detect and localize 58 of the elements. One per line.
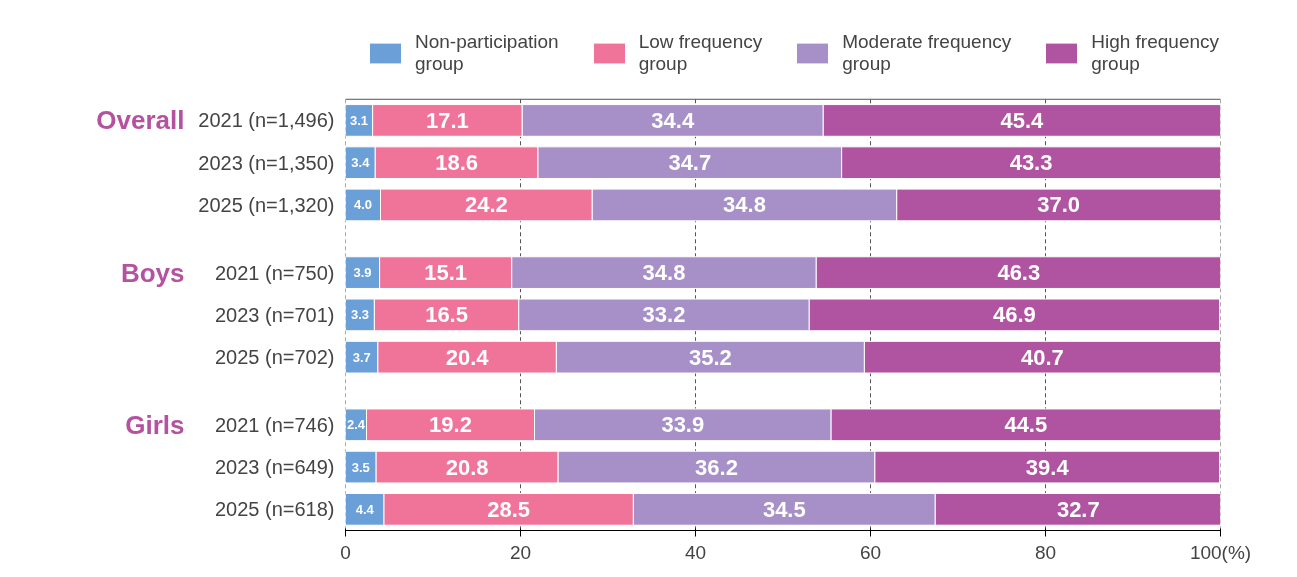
y-tick-label: 2025 (n=1,320) (198, 193, 335, 216)
data-label: 33.9 (661, 412, 705, 438)
y-tick-label: 2021 (n=746) (214, 413, 335, 436)
data-label: 32.7 (1056, 496, 1100, 522)
data-label: 34.4 (651, 107, 695, 133)
x-tick-label: 80 (1034, 541, 1057, 563)
x-tick-label: 100(%) (1189, 541, 1252, 563)
data-label: 3.1 (350, 112, 369, 128)
legend-label: Low frequency group (638, 31, 763, 75)
data-label: 34.8 (642, 260, 686, 286)
data-label: 34.5 (762, 496, 806, 522)
data-label: 3.5 (351, 459, 370, 475)
data-label: 18.6 (435, 150, 479, 176)
data-label: 45.4 (1000, 107, 1045, 133)
text: Boys (120, 257, 185, 288)
y-tick-label: 2021 (n=750) (214, 261, 335, 284)
text: Girls (125, 409, 185, 440)
data-label: 4.0 (353, 197, 373, 213)
data-label: 2.4 (346, 417, 366, 433)
data-label: 34.8 (723, 192, 766, 218)
x-tick-label: 0 (340, 541, 351, 563)
legend-label: Non-participation group (415, 31, 559, 75)
y-tick-label: 2023 (n=1,350) (198, 151, 335, 174)
data-label: 15.1 (424, 260, 468, 286)
data-label: 28.5 (487, 496, 531, 522)
x-tick-label: 60 (859, 541, 882, 563)
data-label: 40.7 (1021, 344, 1064, 370)
data-label: 36.2 (695, 454, 738, 480)
data-label: 33.2 (642, 302, 686, 328)
legend-label: High frequency group (1091, 31, 1220, 75)
y-tick-label: 2025 (n=702) (214, 346, 335, 369)
data-label: 39.4 (1025, 454, 1070, 480)
data-label: 44.5 (1004, 412, 1048, 438)
data-label: 46.9 (993, 302, 1036, 328)
data-label: 3.7 (352, 349, 371, 365)
legend-label: Moderate frequency group (842, 31, 1012, 75)
data-label: 3.9 (353, 265, 372, 281)
data-label: 4.4 (355, 501, 375, 517)
y-tick-label: 2025 (n=618) (214, 498, 335, 521)
data-label: 3.3 (350, 307, 369, 323)
data-label: 19.2 (429, 412, 472, 438)
data-label: 35.2 (688, 344, 732, 370)
y-tick-label: 2021 (n=1,496) (198, 109, 335, 132)
data-label: 46.3 (997, 260, 1041, 286)
y-tick-label: 2023 (n=701) (214, 303, 335, 326)
text: Overall (96, 105, 185, 136)
data-label: 20.4 (445, 344, 490, 370)
data-label: 37.0 (1037, 192, 1081, 218)
x-tick-label: 40 (684, 541, 707, 563)
data-label: 16.5 (425, 302, 468, 328)
y-tick-label: 2023 (n=649) (214, 456, 335, 479)
data-label: 20.8 (445, 454, 489, 480)
data-label: 17.1 (426, 107, 469, 133)
data-label: 3.4 (351, 155, 371, 171)
data-label: 24.2 (464, 192, 508, 218)
data-label: 43.3 (1009, 150, 1053, 176)
data-label: 34.7 (668, 150, 712, 176)
x-tick-label: 20 (509, 541, 532, 563)
